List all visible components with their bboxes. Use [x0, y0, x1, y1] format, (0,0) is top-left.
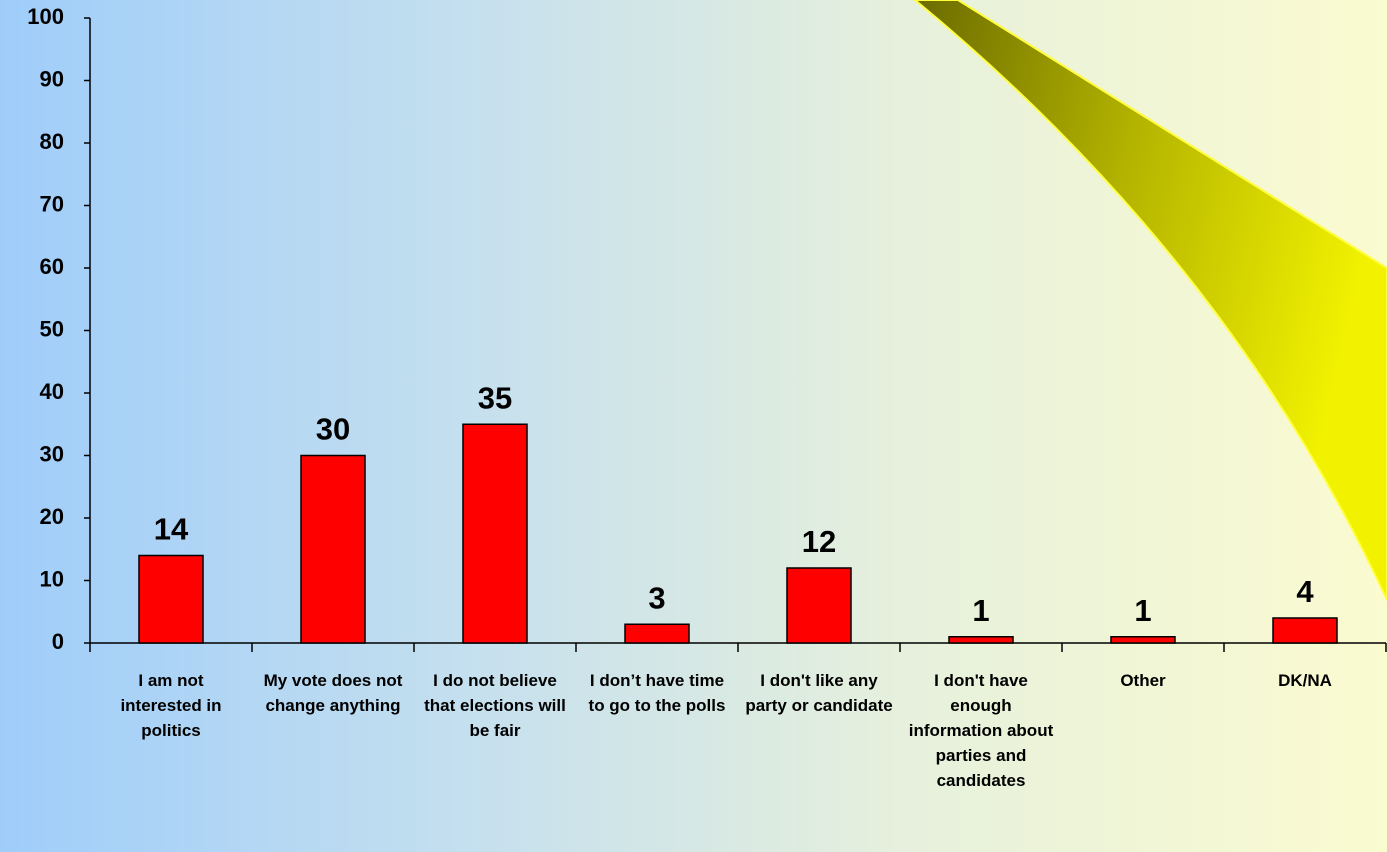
bar — [300, 454, 366, 644]
bar — [1110, 636, 1176, 644]
value-label: 14 — [154, 512, 189, 547]
decorative-swoosh — [913, 0, 1387, 601]
value-label: 4 — [1296, 574, 1314, 609]
x-tick-label: DK/NA — [1278, 671, 1332, 690]
value-label: 1 — [1134, 593, 1151, 628]
x-tick-label: My vote does not change anything — [263, 671, 403, 715]
y-tick-label: 70 — [40, 191, 64, 216]
value-label: 3 — [648, 580, 665, 615]
x-tick-label: I don't have enough information about pa… — [908, 671, 1054, 790]
value-label: 35 — [478, 380, 512, 415]
x-tick-label: I do not believe that elections will be … — [424, 671, 566, 740]
bar — [462, 423, 528, 644]
bar — [786, 567, 852, 644]
y-tick-label: 0 — [52, 629, 64, 654]
value-label: 1 — [972, 593, 989, 628]
y-tick-label: 30 — [40, 441, 64, 466]
y-tick-label: 60 — [40, 254, 64, 279]
y-tick-label: 10 — [40, 566, 64, 591]
x-tick-label: I don’t have time to go to the polls — [588, 671, 726, 715]
x-tick-label: Other — [1120, 671, 1166, 690]
value-label: 30 — [316, 412, 350, 447]
bar — [1272, 617, 1338, 644]
bar — [138, 554, 204, 644]
y-tick-label: 90 — [40, 66, 64, 91]
y-tick-label: 50 — [40, 316, 64, 341]
x-tick-label: I am not interested in politics — [120, 671, 222, 740]
y-tick-label: 100 — [27, 4, 64, 29]
bar — [948, 636, 1014, 644]
bar — [624, 623, 690, 644]
y-tick-label: 80 — [40, 129, 64, 154]
y-tick-label: 40 — [40, 379, 64, 404]
x-tick-label: I don't like any party or candidate — [745, 671, 893, 715]
value-label: 12 — [802, 524, 836, 559]
y-tick-label: 20 — [40, 504, 64, 529]
